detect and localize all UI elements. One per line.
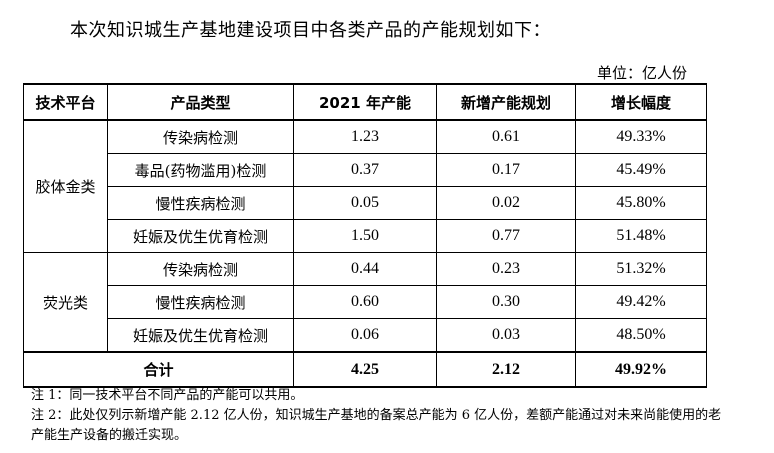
header-new-capacity: 新增产能规划: [436, 83, 576, 121]
table-row: 荧光类 传染病检测 0.44 0.23 51.32%: [23, 252, 707, 353]
table-row: 毒品(药物滥用)检测 0.37 0.17 45.49%: [24, 153, 707, 187]
product-cell: 妊娠及优生优育检测: [107, 219, 294, 253]
product-cell: 妊娠及优生优育检测: [107, 318, 294, 353]
new-capacity-cell: 0.02: [436, 186, 576, 220]
growth-cell: 45.80%: [575, 186, 707, 220]
note-2: 注 2：此处仅列示新增产能 2.12 亿人份，知识城生产基地的备案总产能为 6 …: [31, 408, 722, 443]
new-capacity-cell: 0.17: [436, 153, 576, 187]
new-capacity-cell: 0.61: [436, 119, 576, 154]
product-cell: 传染病检测: [107, 252, 294, 286]
total-label: 合计: [23, 351, 294, 388]
table-header-row: 技术平台 产品类型 2021 年产能 新增产能规划 增长幅度: [23, 83, 707, 121]
table-row: 胶体金类 传染病检测 1.23 0.61 49.33%: [23, 119, 707, 253]
capacity-2021-cell: 0.05: [293, 186, 437, 220]
capacity-2021-cell: 0.37: [293, 153, 437, 187]
growth-cell: 51.32%: [575, 252, 707, 286]
notes-block: 注 1：同一技术平台不同产品的产能可以共用。 注 2：此处仅列示新增产能 2.1…: [31, 386, 731, 446]
product-cell: 慢性疾病检测: [107, 186, 294, 220]
header-growth: 增长幅度: [575, 83, 707, 121]
growth-cell: 45.49%: [575, 153, 707, 187]
header-platform: 技术平台: [23, 83, 108, 121]
product-cell: 慢性疾病检测: [107, 285, 294, 319]
header-capacity-2021: 2021 年产能: [293, 83, 437, 121]
total-new-capacity: 2.12: [436, 351, 576, 388]
total-row: 合计 4.25 2.12 49.92%: [23, 351, 707, 388]
table-row: 慢性疾病检测 0.60 0.30 49.42%: [24, 285, 707, 319]
table-row: 慢性疾病检测 0.05 0.02 45.80%: [24, 186, 707, 220]
growth-cell: 48.50%: [575, 318, 707, 353]
new-capacity-cell: 0.23: [436, 252, 576, 286]
capacity-2021-cell: 0.44: [293, 252, 437, 286]
new-capacity-cell: 0.77: [436, 219, 576, 253]
product-cell: 毒品(药物滥用)检测: [107, 153, 294, 187]
platform-cell: 荧光类: [23, 252, 108, 353]
platform-cell: 胶体金类: [23, 119, 108, 253]
new-capacity-cell: 0.03: [436, 318, 576, 353]
table-row: 妊娠及优生优育检测 1.50 0.77 51.48%: [24, 219, 707, 253]
note-1: 注 1：同一技术平台不同产品的产能可以共用。: [31, 388, 304, 403]
capacity-table: 技术平台 产品类型 2021 年产能 新增产能规划 增长幅度 胶体金类 传染病检…: [23, 83, 707, 388]
capacity-2021-cell: 0.60: [293, 285, 437, 319]
product-cell: 传染病检测: [107, 119, 294, 154]
total-capacity-2021: 4.25: [293, 351, 437, 388]
total-growth: 49.92%: [575, 351, 707, 388]
new-capacity-cell: 0.30: [436, 285, 576, 319]
intro-text: 本次知识城生产基地建设项目中各类产品的产能规划如下：: [70, 20, 551, 41]
capacity-2021-cell: 1.23: [293, 119, 437, 154]
table-row: 妊娠及优生优育检测 0.06 0.03 48.50%: [24, 318, 707, 353]
capacity-2021-cell: 1.50: [293, 219, 437, 253]
growth-cell: 49.33%: [575, 119, 707, 154]
capacity-2021-cell: 0.06: [293, 318, 437, 353]
unit-label: 单位：亿人份: [597, 64, 688, 82]
header-product-type: 产品类型: [107, 83, 294, 121]
growth-cell: 51.48%: [575, 219, 707, 253]
growth-cell: 49.42%: [575, 285, 707, 319]
